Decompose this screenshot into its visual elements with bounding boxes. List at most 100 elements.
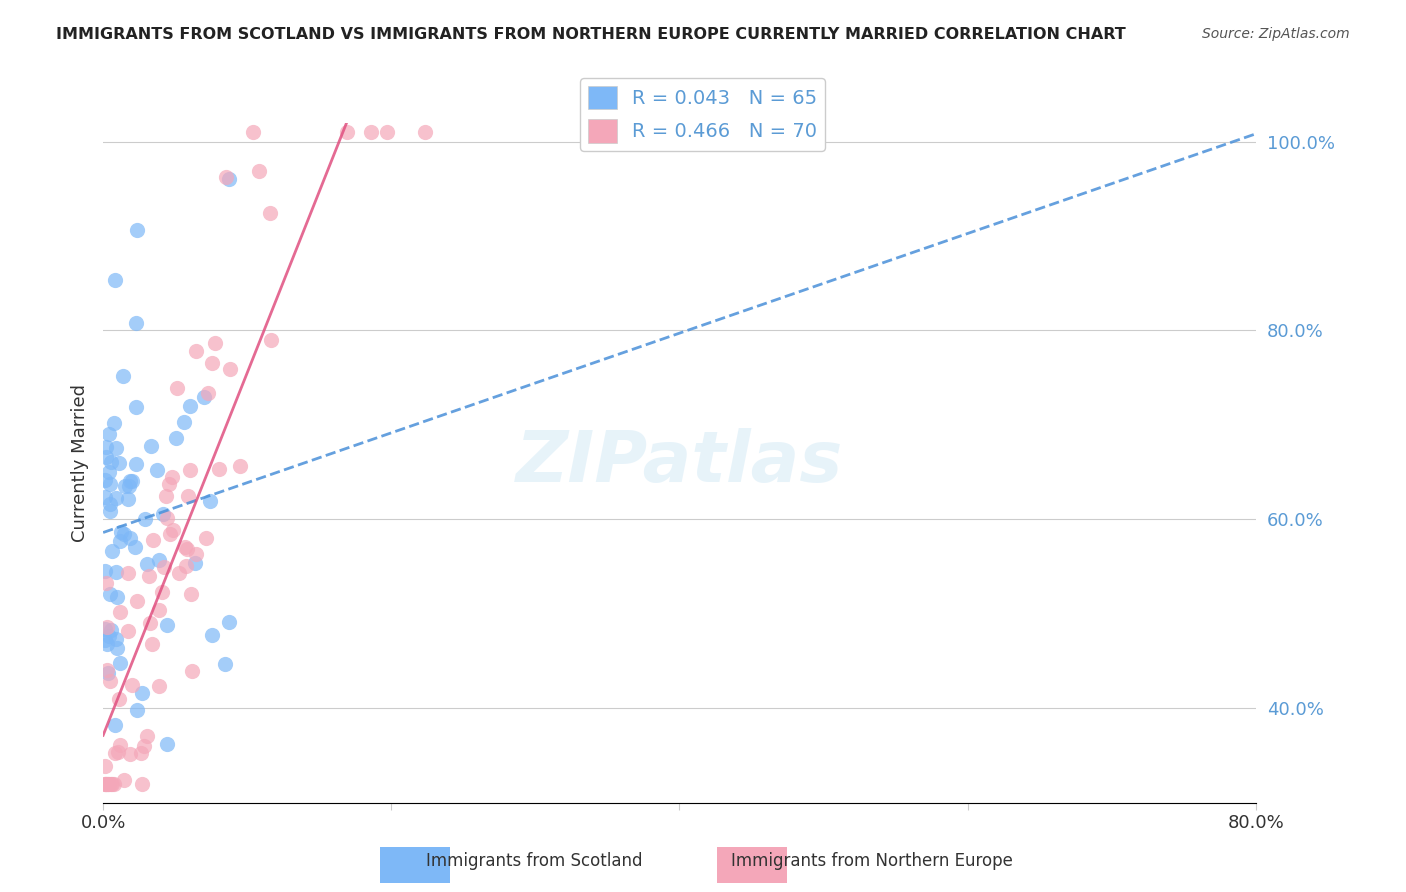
Point xyxy=(148,552,170,566)
Point xyxy=(97,777,120,791)
Point xyxy=(104,565,127,579)
Point xyxy=(200,628,222,642)
Point xyxy=(108,533,131,548)
Point xyxy=(195,531,218,545)
Point xyxy=(97,465,120,479)
Point xyxy=(103,273,125,287)
Point xyxy=(173,415,195,429)
Legend: R = 0.043   N = 65, R = 0.466   N = 70: R = 0.043 N = 65, R = 0.466 N = 70 xyxy=(579,78,825,151)
Point xyxy=(105,491,128,505)
Point xyxy=(139,615,162,630)
Point xyxy=(160,469,183,483)
Point xyxy=(107,692,129,706)
Point xyxy=(94,759,117,773)
Point xyxy=(96,663,118,677)
Point xyxy=(125,458,148,472)
Point xyxy=(197,386,219,401)
Point xyxy=(360,125,382,139)
Point xyxy=(413,125,436,139)
Point xyxy=(100,624,122,638)
Text: Immigrants from Northern Europe: Immigrants from Northern Europe xyxy=(731,852,1012,870)
Point xyxy=(138,569,160,583)
Point xyxy=(176,541,198,556)
Point xyxy=(214,657,236,671)
Point xyxy=(200,356,222,370)
Point xyxy=(114,478,136,492)
Point xyxy=(105,441,128,455)
Point xyxy=(108,656,131,670)
Point xyxy=(180,587,202,601)
Point xyxy=(100,477,122,491)
Point xyxy=(96,637,118,651)
Point xyxy=(125,703,148,717)
Point xyxy=(169,566,191,580)
Point xyxy=(142,533,165,548)
Point xyxy=(152,507,174,521)
Point xyxy=(121,474,143,488)
Point xyxy=(229,458,252,473)
Point xyxy=(118,474,141,488)
Point xyxy=(174,541,197,555)
Point xyxy=(200,493,222,508)
Point xyxy=(179,463,201,477)
Point xyxy=(105,640,128,655)
Point xyxy=(156,618,179,632)
Point xyxy=(100,544,122,558)
Point xyxy=(93,473,115,487)
Point xyxy=(218,172,240,186)
Text: Immigrants from Scotland: Immigrants from Scotland xyxy=(426,852,643,870)
Point xyxy=(94,490,117,504)
Point xyxy=(121,678,143,692)
Point xyxy=(166,381,188,395)
Point xyxy=(96,450,118,465)
Point xyxy=(131,686,153,700)
Point xyxy=(215,169,238,184)
Point xyxy=(186,344,208,359)
Point xyxy=(105,590,128,604)
Point xyxy=(156,511,179,525)
Point xyxy=(247,164,270,178)
Point xyxy=(131,777,153,791)
Point xyxy=(117,492,139,507)
Point xyxy=(141,637,163,651)
Point xyxy=(93,622,115,636)
Point xyxy=(127,223,149,237)
Point xyxy=(94,632,117,647)
Point xyxy=(98,777,121,791)
Point xyxy=(375,125,398,139)
Point xyxy=(155,489,177,503)
Point xyxy=(120,747,142,762)
Point xyxy=(104,747,127,761)
Point xyxy=(98,673,121,688)
Point xyxy=(184,557,207,571)
Point xyxy=(103,777,125,791)
Point xyxy=(112,526,135,541)
Point xyxy=(94,440,117,454)
Point xyxy=(108,605,131,619)
Point xyxy=(118,531,141,545)
Point xyxy=(259,206,281,220)
Point xyxy=(165,431,187,445)
Point xyxy=(96,620,118,634)
Point xyxy=(100,455,122,469)
Point xyxy=(125,594,148,608)
Point xyxy=(132,739,155,753)
Point xyxy=(125,400,148,414)
Point xyxy=(242,125,264,139)
Point xyxy=(108,739,131,753)
Point xyxy=(177,489,200,503)
Point xyxy=(103,416,125,430)
Point xyxy=(112,772,135,787)
Point xyxy=(136,729,159,743)
Point xyxy=(107,745,129,759)
Point xyxy=(179,399,201,413)
Point xyxy=(96,777,118,791)
Point xyxy=(98,586,121,600)
Point xyxy=(100,504,122,518)
Point xyxy=(93,777,115,791)
Point xyxy=(97,665,120,680)
Point xyxy=(94,575,117,590)
Point xyxy=(110,524,132,539)
Point xyxy=(174,559,197,574)
Point xyxy=(204,335,226,350)
